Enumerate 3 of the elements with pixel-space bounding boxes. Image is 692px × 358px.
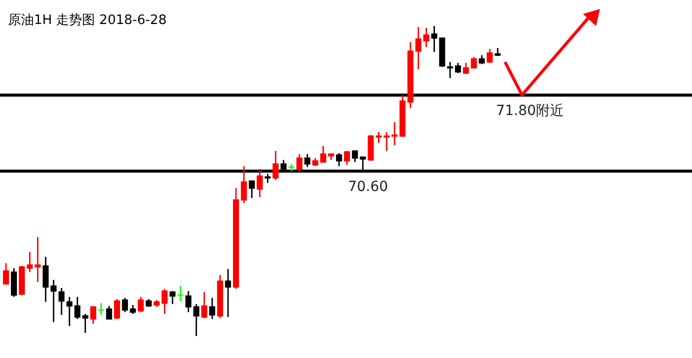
chart-title: 原油1H 走势图 2018-6-28 (8, 13, 167, 28)
annotation: 70.60 (348, 179, 388, 196)
annotation: 71.80附近 (496, 103, 564, 120)
